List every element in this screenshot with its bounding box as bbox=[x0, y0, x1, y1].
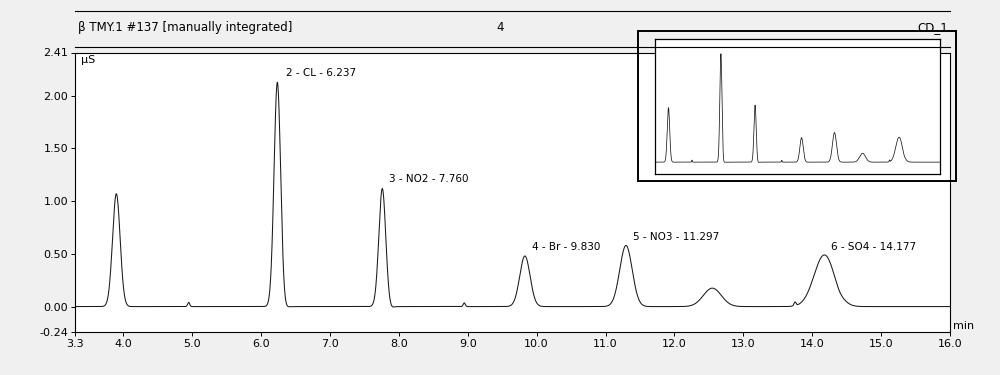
Text: 3 - NO2 - 7.760: 3 - NO2 - 7.760 bbox=[389, 174, 469, 184]
Text: 4 - Br - 9.830: 4 - Br - 9.830 bbox=[532, 242, 600, 252]
Text: μS: μS bbox=[81, 55, 95, 64]
Text: CD_1: CD_1 bbox=[917, 21, 948, 34]
Text: β TMY.1 #137 [manually integrated]: β TMY.1 #137 [manually integrated] bbox=[78, 21, 292, 34]
Text: 5 - NO3 - 11.297: 5 - NO3 - 11.297 bbox=[633, 232, 719, 242]
Text: 4: 4 bbox=[496, 21, 504, 34]
Text: 6 - SO4 - 14.177: 6 - SO4 - 14.177 bbox=[831, 242, 916, 252]
Text: min: min bbox=[953, 321, 975, 332]
Text: 2 - CL - 6.237: 2 - CL - 6.237 bbox=[286, 68, 356, 78]
